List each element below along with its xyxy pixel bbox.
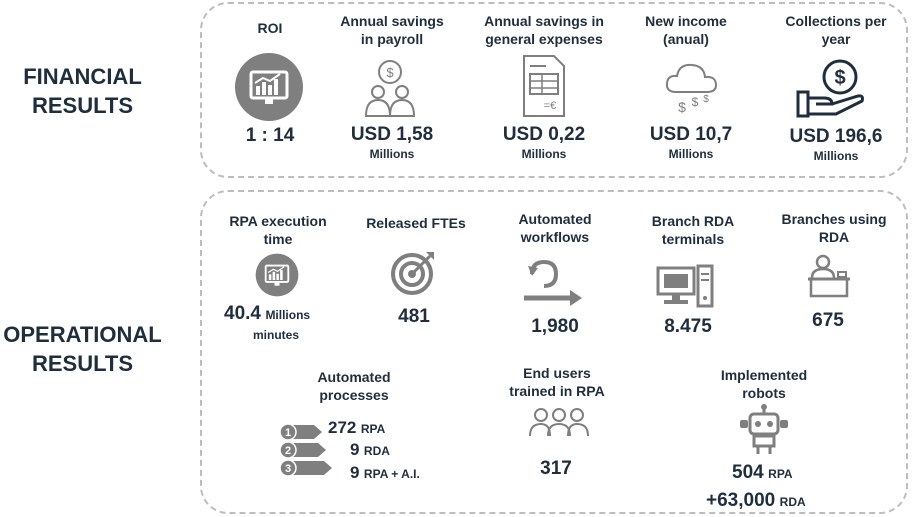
workflow-arrow-icon	[520, 258, 584, 313]
svg-text:$: $	[678, 99, 686, 115]
branches-label: Branches using RDA	[781, 211, 887, 245]
svg-text:=€: =€	[544, 100, 557, 112]
automated-workflows-value: 1,980	[531, 316, 579, 337]
released-ftes-label: Released FTEs	[366, 215, 466, 231]
roi-value: 1 : 14	[245, 125, 295, 146]
trained-users-label: End users trained in RPA	[509, 365, 605, 399]
process-row-rpa: 272 RPA	[328, 418, 386, 437]
process-badge-1: 1	[285, 427, 291, 439]
branch-terminals-label: Branch RDA terminals	[651, 213, 735, 247]
financial-panel	[200, 2, 908, 178]
implemented-robots-label: Implemented robots	[720, 367, 808, 401]
payroll-label: Annual savings in payroll	[340, 13, 444, 47]
hand-coin-icon: $	[796, 58, 868, 125]
target-icon	[390, 248, 438, 301]
process-badge-3: 3	[285, 463, 291, 475]
financial-section-title: FINANCIAL RESULTS	[23, 64, 142, 118]
svg-text:$: $	[692, 95, 699, 109]
group-users-icon	[528, 406, 590, 445]
general-expenses-unit: Millions	[521, 147, 567, 161]
money-cloud-icon: $ $ $	[662, 60, 720, 121]
trained-users-value: 317	[540, 458, 572, 479]
invoice-icon: =€	[520, 54, 568, 123]
new-income-unit: Millions	[668, 147, 714, 161]
operational-panel	[200, 190, 908, 514]
process-row-rpa-ai: 9 RPA + A.I.	[350, 463, 420, 482]
general-expenses-value: USD 0,22	[502, 124, 586, 145]
collections-label: Collections per year	[785, 13, 887, 47]
new-income-label: New income (anual)	[645, 13, 727, 47]
people-money-icon: $	[364, 58, 416, 123]
branch-desk-icon	[806, 254, 852, 303]
general-expenses-label: Annual savings in general expenses	[484, 13, 604, 47]
collections-value: USD 196,6	[789, 126, 883, 147]
rpa-execution-unit: Millions	[265, 308, 311, 322]
chart-screen-icon	[255, 253, 299, 302]
rpa-execution-label: RPA execution time	[229, 213, 327, 247]
robots-rda-row: +63,000 RDA	[706, 490, 806, 511]
svg-text:$: $	[386, 65, 394, 80]
svg-text:$: $	[703, 94, 709, 105]
automated-processes-label: Automated processes	[317, 369, 391, 403]
roi-label: ROI	[257, 20, 283, 36]
robot-icon	[736, 404, 792, 461]
automated-workflows-label: Automated workflows	[518, 211, 592, 245]
numbered-arrows-icon: 1 2 3	[278, 421, 334, 484]
operational-section-title: OPERATIONAL RESULTS	[3, 322, 162, 376]
svg-text:$: $	[834, 67, 845, 89]
rpa-execution-value: 40.4	[224, 303, 261, 324]
collections-unit: Millions	[813, 149, 859, 163]
released-ftes-value: 481	[398, 306, 430, 327]
branches-value: 675	[812, 310, 844, 331]
chart-screen-icon	[234, 52, 304, 127]
process-row-rda: 9 RDA	[350, 440, 390, 459]
branch-terminals-value: 8.475	[664, 316, 712, 337]
rpa-execution-unit-line2: minutes	[252, 328, 299, 342]
payroll-value: USD 1,58	[350, 124, 434, 145]
payroll-unit: Millions	[369, 147, 415, 161]
new-income-value: USD 10,7	[649, 124, 733, 145]
process-badge-2: 2	[285, 445, 291, 457]
robots-rpa-row: 504 RPA	[732, 462, 793, 483]
computer-terminal-icon	[656, 264, 716, 313]
rpa-execution-value-row: 40.4 Millions	[224, 303, 344, 325]
